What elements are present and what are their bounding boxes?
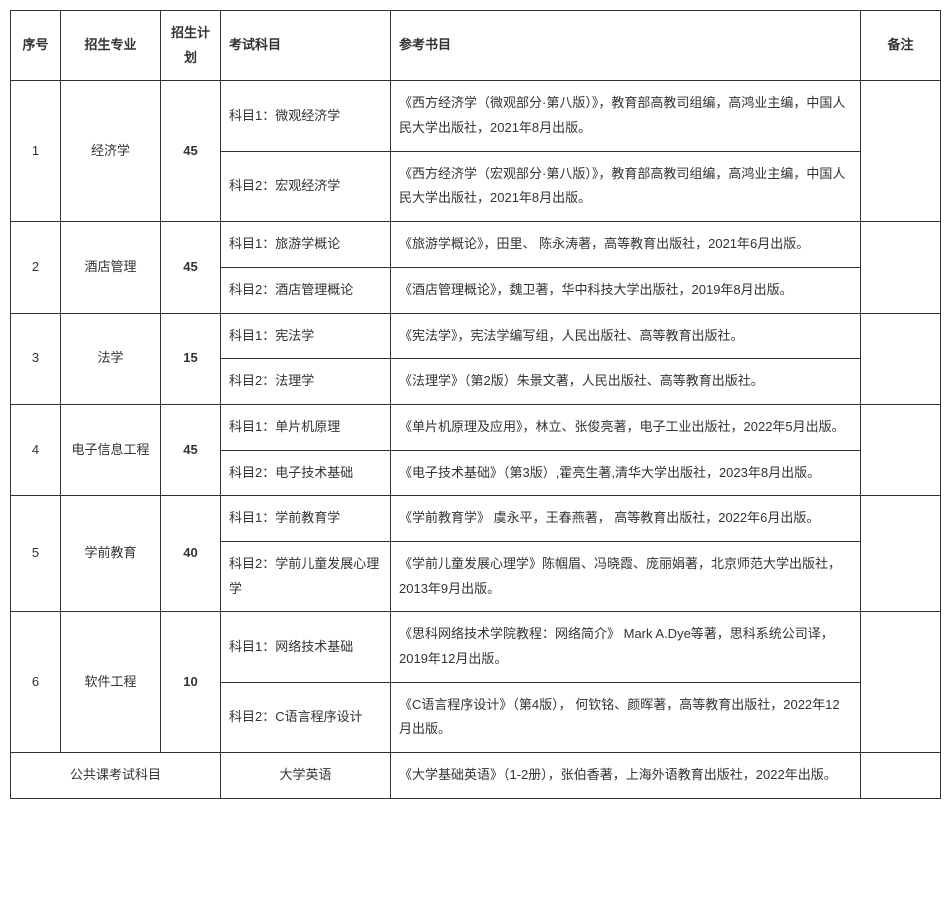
cell-note <box>861 81 941 222</box>
footer-subject: 大学英语 <box>221 753 391 799</box>
cell-major: 酒店管理 <box>61 222 161 313</box>
footer-row: 公共课考试科目大学英语《大学基础英语》（1-2册），张伯香著，上海外语教育出版社… <box>11 753 941 799</box>
cell-ref: 《法理学》（第2版）朱景文著，人民出版社、高等教育出版社。 <box>391 359 861 405</box>
cell-ref: 《学前教育学》 虞永平，王春燕著， 高等教育出版社，2022年6月出版。 <box>391 496 861 542</box>
cell-seq: 3 <box>11 313 61 404</box>
cell-ref: 《学前儿童发展心理学》陈帼眉、冯晓霞、庞丽娟著，北京师范大学出版社，2013年9… <box>391 541 861 611</box>
cell-ref: 《西方经济学（微观部分·第八版）》，教育部高教司组编，高鸿业主编，中国人民大学出… <box>391 81 861 151</box>
table-row: 6软件工程10科目1：网络技术基础《思科网络技术学院教程：网络简介》 Mark … <box>11 612 941 682</box>
table-row: 5学前教育40科目1：学前教育学《学前教育学》 虞永平，王春燕著， 高等教育出版… <box>11 496 941 542</box>
cell-ref: 《宪法学》，宪法学编写组，人民出版社、高等教育出版社。 <box>391 313 861 359</box>
table-row: 1经济学45科目1：微观经济学《西方经济学（微观部分·第八版）》，教育部高教司组… <box>11 81 941 151</box>
footer-note <box>861 753 941 799</box>
cell-plan: 45 <box>161 81 221 222</box>
cell-note <box>861 404 941 495</box>
header-note: 备注 <box>861 11 941 81</box>
footer-ref: 《大学基础英语》（1-2册），张伯香著，上海外语教育出版社，2022年出版。 <box>391 753 861 799</box>
cell-plan: 45 <box>161 404 221 495</box>
admissions-table: 序号 招生专业 招生计划 考试科目 参考书目 备注 1经济学45科目1：微观经济… <box>10 10 941 799</box>
cell-note <box>861 313 941 404</box>
cell-major: 电子信息工程 <box>61 404 161 495</box>
table-row: 2酒店管理45科目1：旅游学概论《旅游学概论》，田里、 陈永涛著，高等教育出版社… <box>11 222 941 268</box>
cell-seq: 6 <box>11 612 61 753</box>
cell-subject: 科目1：旅游学概论 <box>221 222 391 268</box>
table-row: 4电子信息工程45科目1：单片机原理《单片机原理及应用》，林立、张俊亮著，电子工… <box>11 404 941 450</box>
cell-plan: 10 <box>161 612 221 753</box>
cell-subject: 科目1：网络技术基础 <box>221 612 391 682</box>
cell-subject: 科目2：法理学 <box>221 359 391 405</box>
cell-ref: 《单片机原理及应用》，林立、张俊亮著，电子工业出版社，2022年5月出版。 <box>391 404 861 450</box>
table-row: 3法学15科目1：宪法学《宪法学》，宪法学编写组，人民出版社、高等教育出版社。 <box>11 313 941 359</box>
header-row: 序号 招生专业 招生计划 考试科目 参考书目 备注 <box>11 11 941 81</box>
table-body: 1经济学45科目1：微观经济学《西方经济学（微观部分·第八版）》，教育部高教司组… <box>11 81 941 798</box>
cell-subject: 科目2：电子技术基础 <box>221 450 391 496</box>
cell-ref: 《电子技术基础》（第3版）,霍亮生著,清华大学出版社，2023年8月出版。 <box>391 450 861 496</box>
cell-subject: 科目1：微观经济学 <box>221 81 391 151</box>
cell-seq: 1 <box>11 81 61 222</box>
cell-major: 经济学 <box>61 81 161 222</box>
cell-ref: 《C语言程序设计》（第4版）， 何钦铭、颜晖著，高等教育出版社，2022年12月… <box>391 682 861 752</box>
cell-subject: 科目2：C语言程序设计 <box>221 682 391 752</box>
header-subject: 考试科目 <box>221 11 391 81</box>
header-plan: 招生计划 <box>161 11 221 81</box>
cell-major: 软件工程 <box>61 612 161 753</box>
cell-subject: 科目2：学前儿童发展心理学 <box>221 541 391 611</box>
header-seq: 序号 <box>11 11 61 81</box>
cell-ref: 《思科网络技术学院教程：网络简介》 Mark A.Dye等著，思科系统公司译，2… <box>391 612 861 682</box>
cell-subject: 科目1：单片机原理 <box>221 404 391 450</box>
cell-ref: 《西方经济学（宏观部分·第八版）》，教育部高教司组编，高鸿业主编，中国人民大学出… <box>391 151 861 221</box>
cell-ref: 《酒店管理概论》，魏卫著，华中科技大学出版社，2019年8月出版。 <box>391 267 861 313</box>
cell-subject: 科目1：学前教育学 <box>221 496 391 542</box>
cell-subject: 科目2：宏观经济学 <box>221 151 391 221</box>
cell-plan: 40 <box>161 496 221 612</box>
cell-note <box>861 222 941 313</box>
cell-seq: 4 <box>11 404 61 495</box>
cell-ref: 《旅游学概论》，田里、 陈永涛著，高等教育出版社，2021年6月出版。 <box>391 222 861 268</box>
cell-subject: 科目1：宪法学 <box>221 313 391 359</box>
cell-major: 学前教育 <box>61 496 161 612</box>
cell-major: 法学 <box>61 313 161 404</box>
header-ref: 参考书目 <box>391 11 861 81</box>
cell-seq: 5 <box>11 496 61 612</box>
cell-note <box>861 496 941 612</box>
cell-plan: 15 <box>161 313 221 404</box>
header-major: 招生专业 <box>61 11 161 81</box>
cell-seq: 2 <box>11 222 61 313</box>
cell-note <box>861 612 941 753</box>
footer-label: 公共课考试科目 <box>11 753 221 799</box>
cell-plan: 45 <box>161 222 221 313</box>
cell-subject: 科目2：酒店管理概论 <box>221 267 391 313</box>
